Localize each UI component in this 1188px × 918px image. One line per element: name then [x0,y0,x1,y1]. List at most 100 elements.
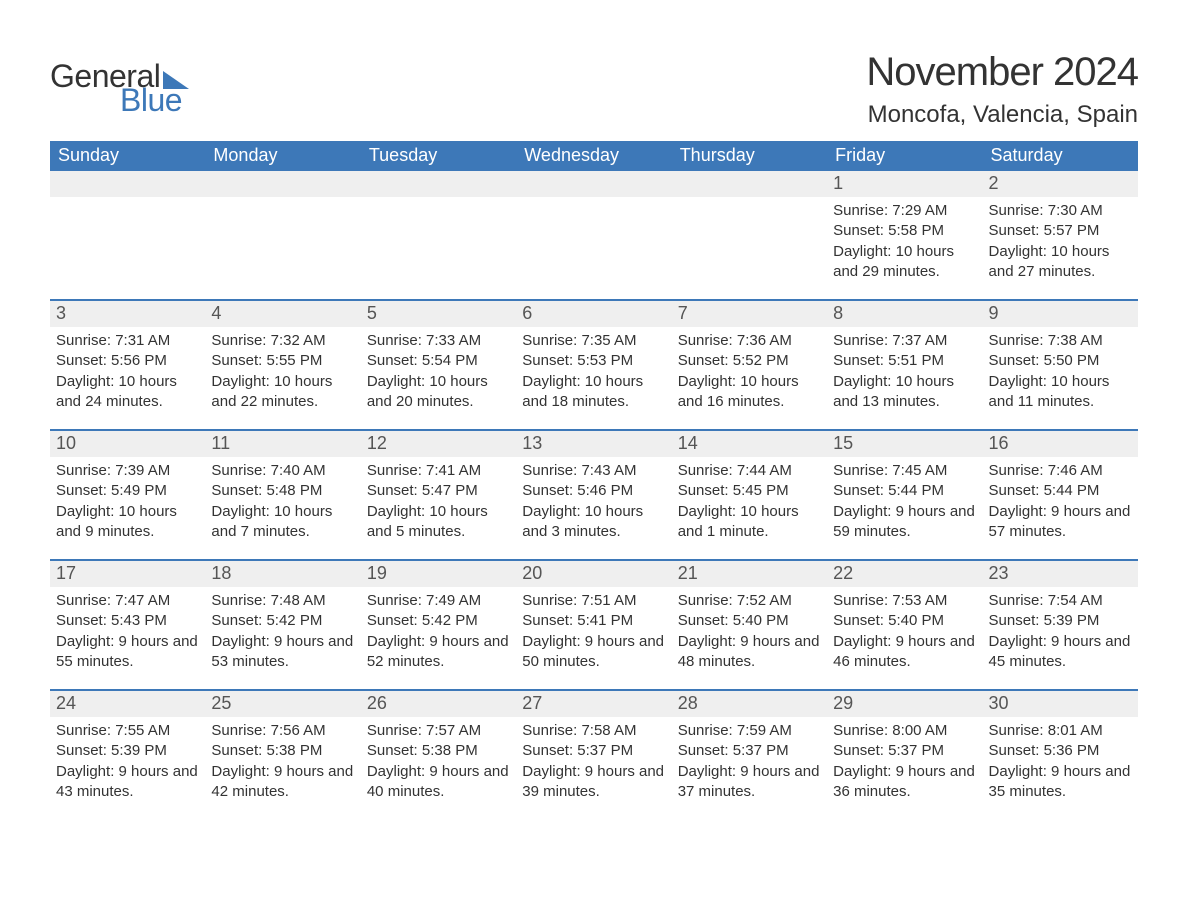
day-number: 22 [833,563,853,583]
sunset-line: Sunset: 5:47 PM [367,481,510,501]
day-cell: 11Sunrise: 7:40 AMSunset: 5:48 PMDayligh… [205,431,360,559]
dow-sunday: Sunday [50,141,205,171]
day-cell: 23 Sunrise: 7:54 AMSunset: 5:39 PMDayligh… [983,561,1138,689]
day-number-row: 12 [361,431,516,457]
week-row: 10Sunrise: 7:39 AMSunset: 5:49 PMDayligh… [50,429,1138,559]
sunset-line: Sunset: 5:46 PM [522,481,665,501]
daylight-line: Daylight: 9 hours and 42 minutes. [211,762,354,803]
sunrise-line: Sunrise: 7:35 AM [522,331,665,351]
day-cell: 2Sunrise: 7:30 AMSunset: 5:57 PMDaylight… [983,171,1138,299]
sunset-line: Sunset: 5:51 PM [833,351,976,371]
sunrise-line: Sunrise: 7:56 AM [211,721,354,741]
day-number-row: 13 [516,431,671,457]
location-label: Moncofa, Valencia, Spain [866,101,1138,129]
daylight-line: Daylight: 9 hours and 35 minutes. [989,762,1132,803]
day-cell: 19Sunrise: 7:49 AMSunset: 5:42 PMDayligh… [361,561,516,689]
day-number [678,173,683,193]
day-body: Sunrise: 7:32 AMSunset: 5:55 PMDaylight:… [205,327,360,412]
day-number: 12 [367,433,387,453]
day-cell-empty [361,171,516,299]
dow-saturday: Saturday [983,141,1138,171]
daylight-line: Daylight: 10 hours and 3 minutes. [522,502,665,543]
day-cell: 9Sunrise: 7:38 AMSunset: 5:50 PMDaylight… [983,301,1138,429]
day-body: Sunrise: 7:30 AMSunset: 5:57 PMDaylight:… [983,197,1138,282]
daylight-line: Daylight: 10 hours and 20 minutes. [367,372,510,413]
day-body: Sunrise: 7:45 AMSunset: 5:44 PMDaylight:… [827,457,982,542]
day-number-row: 2 [983,171,1138,197]
sunset-line: Sunset: 5:40 PM [678,611,821,631]
day-cell: 20Sunrise: 7:51 AMSunset: 5:41 PMDayligh… [516,561,671,689]
day-number [211,173,216,193]
daylight-line: Daylight: 10 hours and 11 minutes. [989,372,1132,413]
sunrise-line: Sunrise: 7:59 AM [678,721,821,741]
day-number-row: 27 [516,691,671,717]
daylight-line: Daylight: 9 hours and 36 minutes. [833,762,976,803]
sunset-line: Sunset: 5:49 PM [56,481,199,501]
day-number-row: 8 [827,301,982,327]
daylight-line: Daylight: 9 hours and 52 minutes. [367,632,510,673]
day-number: 30 [989,693,1009,713]
header: General Blue November 2024 Moncofa, Vale… [50,50,1138,129]
day-number-row [205,171,360,197]
day-cell: 6 Sunrise: 7:35 AMSunset: 5:53 PMDaylight… [516,301,671,429]
sunrise-line: Sunrise: 8:01 AM [989,721,1132,741]
day-number-row [361,171,516,197]
daylight-line: Daylight: 9 hours and 55 minutes. [56,632,199,673]
sunset-line: Sunset: 5:40 PM [833,611,976,631]
daylight-line: Daylight: 9 hours and 57 minutes. [989,502,1132,543]
day-body: Sunrise: 7:56 AMSunset: 5:38 PMDaylight:… [205,717,360,802]
sunrise-line: Sunrise: 7:54 AM [989,591,1132,611]
daylight-line: Daylight: 10 hours and 18 minutes. [522,372,665,413]
sunrise-line: Sunrise: 7:30 AM [989,201,1132,221]
day-number: 27 [522,693,542,713]
sunrise-line: Sunrise: 7:40 AM [211,461,354,481]
sunrise-line: Sunrise: 7:44 AM [678,461,821,481]
daylight-line: Daylight: 9 hours and 48 minutes. [678,632,821,673]
daylight-line: Daylight: 9 hours and 46 minutes. [833,632,976,673]
day-number: 26 [367,693,387,713]
day-number-row: 4 [205,301,360,327]
day-number-row: 9 [983,301,1138,327]
day-number: 6 [522,303,532,323]
day-number: 23 [989,563,1009,583]
day-number: 9 [989,303,999,323]
day-number-row: 25 [205,691,360,717]
day-number: 11 [211,433,230,453]
week-row: 1Sunrise: 7:29 AMSunset: 5:58 PMDaylight… [50,171,1138,299]
day-number: 19 [367,563,387,583]
day-cell: 15Sunrise: 7:45 AMSunset: 5:44 PMDayligh… [827,431,982,559]
daylight-line: Daylight: 9 hours and 53 minutes. [211,632,354,673]
day-number: 13 [522,433,542,453]
day-cell-empty [516,171,671,299]
sunrise-line: Sunrise: 7:46 AM [989,461,1132,481]
calendar-page: General Blue November 2024 Moncofa, Vale… [0,0,1188,859]
day-number-row: 28 [672,691,827,717]
day-number: 21 [678,563,698,583]
day-body: Sunrise: 7:52 AMSunset: 5:40 PMDaylight:… [672,587,827,672]
day-number [367,173,372,193]
day-number-row: 24 [50,691,205,717]
day-body: Sunrise: 7:53 AMSunset: 5:40 PMDaylight:… [827,587,982,672]
day-body: Sunrise: 7:35 AMSunset: 5:53 PMDaylight:… [516,327,671,412]
sunset-line: Sunset: 5:42 PM [367,611,510,631]
day-body: Sunrise: 7:54 AMSunset: 5:39 PMDaylight:… [983,587,1138,672]
day-cell: 12Sunrise: 7:41 AMSunset: 5:47 PMDayligh… [361,431,516,559]
day-cell: 24Sunrise: 7:55 AMSunset: 5:39 PMDayligh… [50,691,205,819]
day-body: Sunrise: 7:48 AMSunset: 5:42 PMDaylight:… [205,587,360,672]
daylight-line: Daylight: 9 hours and 45 minutes. [989,632,1132,673]
sunrise-line: Sunrise: 7:58 AM [522,721,665,741]
day-cell: 4Sunrise: 7:32 AMSunset: 5:55 PMDaylight… [205,301,360,429]
day-number: 18 [211,563,231,583]
sunrise-line: Sunrise: 7:51 AM [522,591,665,611]
sunset-line: Sunset: 5:57 PM [989,221,1132,241]
sunrise-line: Sunrise: 7:55 AM [56,721,199,741]
sunset-line: Sunset: 5:37 PM [522,741,665,761]
week-row: 17Sunrise: 7:47 AMSunset: 5:43 PMDayligh… [50,559,1138,689]
sunrise-line: Sunrise: 7:36 AM [678,331,821,351]
daylight-line: Daylight: 10 hours and 27 minutes. [989,242,1132,283]
weeks-container: 1Sunrise: 7:29 AMSunset: 5:58 PMDaylight… [50,171,1138,819]
daylight-line: Daylight: 10 hours and 1 minute. [678,502,821,543]
sunrise-line: Sunrise: 7:57 AM [367,721,510,741]
month-title: November 2024 [866,50,1138,95]
sunset-line: Sunset: 5:37 PM [678,741,821,761]
